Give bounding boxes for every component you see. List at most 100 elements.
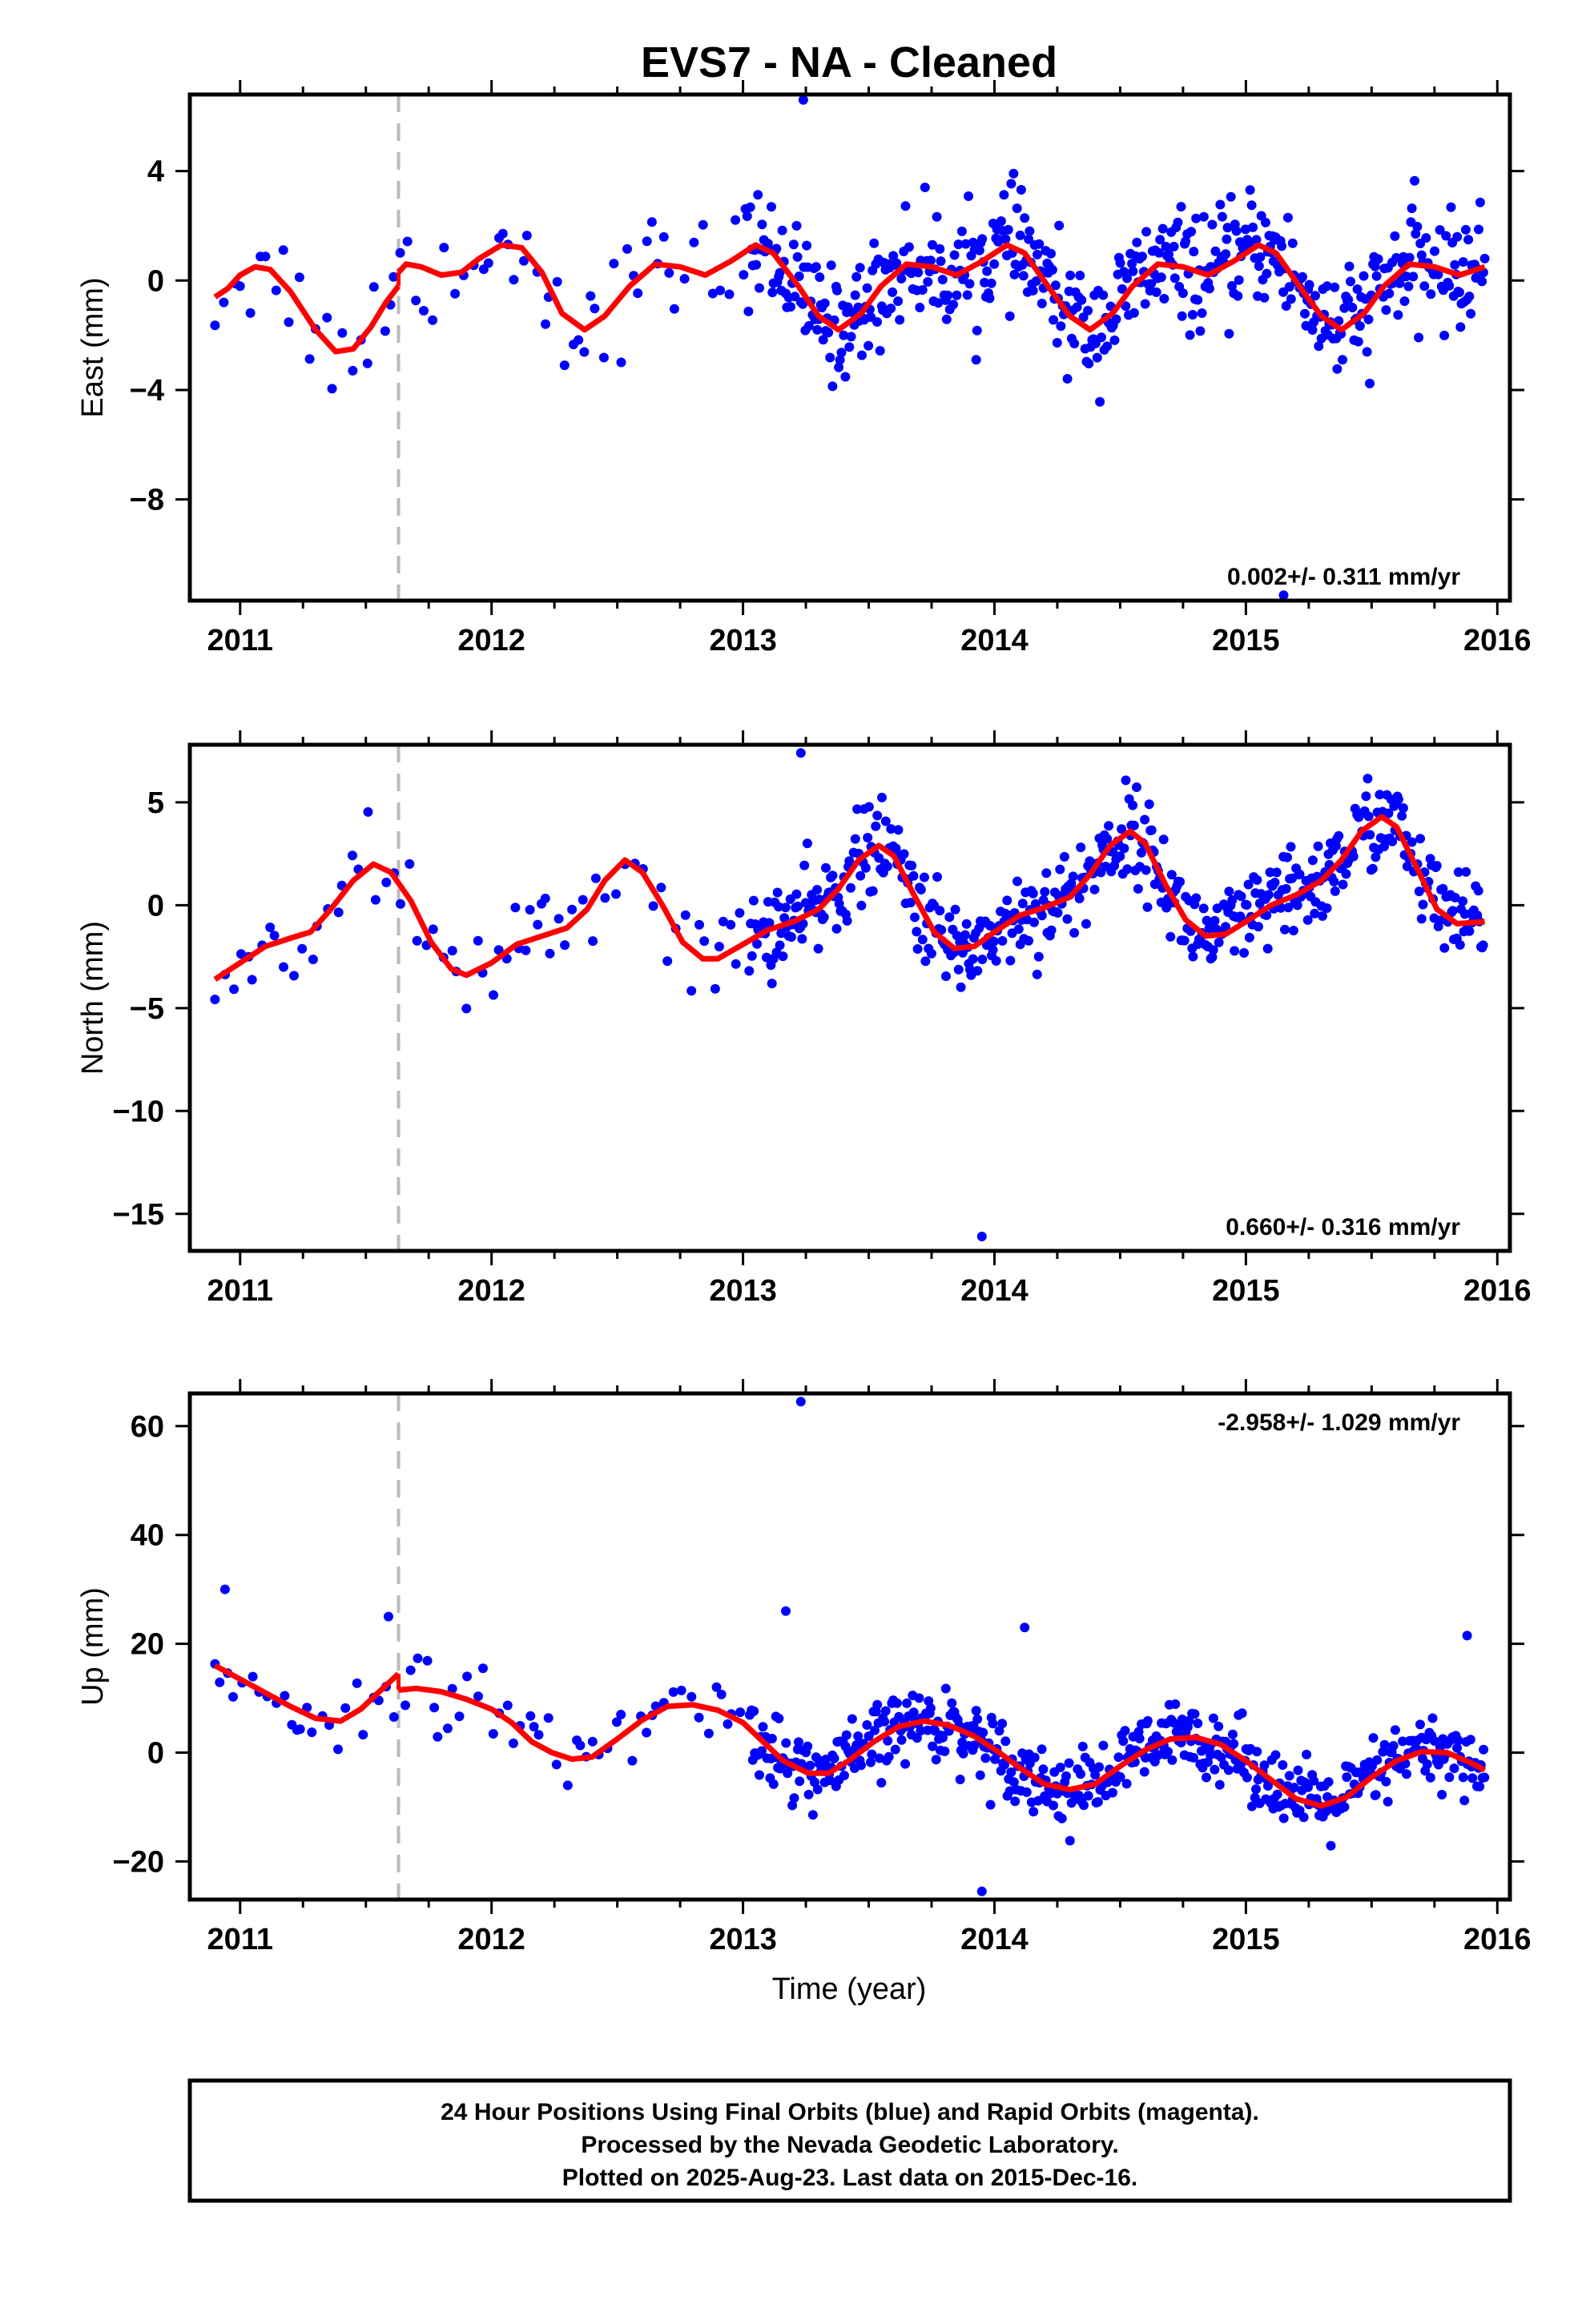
east-point [294, 272, 304, 283]
east-point [794, 271, 804, 281]
east-point [1069, 339, 1080, 348]
up-point [872, 1699, 883, 1710]
north-point [1040, 887, 1050, 897]
north-point [1227, 895, 1238, 905]
east-point [1032, 249, 1042, 259]
up-point [1263, 1781, 1273, 1791]
east-point [1412, 222, 1423, 231]
north-point [1318, 911, 1327, 921]
east-point [1322, 281, 1332, 292]
up-point [1278, 1760, 1288, 1770]
north-point [1128, 800, 1138, 810]
east-point [1115, 258, 1125, 268]
east-point [1161, 241, 1171, 251]
north-point [1464, 926, 1475, 936]
up-x-tick-label: 2016 [1463, 1923, 1532, 1956]
north-point [710, 983, 720, 994]
east-point [1373, 254, 1383, 264]
north-point [1089, 884, 1100, 895]
east-y-tick-label: 0 [147, 264, 164, 298]
east-point [757, 219, 767, 230]
up-point [969, 1740, 980, 1751]
east-point [1255, 252, 1266, 262]
east-point [1191, 213, 1202, 223]
north-point [540, 893, 550, 903]
north-x-tick-label: 2015 [1212, 1274, 1280, 1308]
east-point [1426, 289, 1436, 300]
north-point [1037, 911, 1047, 921]
north-point [799, 860, 810, 870]
east-point [1140, 299, 1150, 309]
north-point [1330, 886, 1340, 896]
east-point [1098, 290, 1109, 300]
north-point [297, 943, 308, 954]
east-point [1355, 321, 1365, 332]
east-point [932, 211, 942, 222]
east-point [1109, 335, 1120, 345]
east-point [900, 201, 911, 211]
east-point [1137, 251, 1147, 262]
north-point [944, 912, 955, 923]
east-point [1204, 283, 1214, 294]
east-point [698, 219, 708, 230]
east-point [745, 202, 755, 212]
north-point [1387, 836, 1398, 846]
east-point [928, 239, 937, 250]
east-point [1000, 234, 1011, 244]
north-point [600, 893, 610, 903]
east-point [846, 332, 856, 342]
up-point [454, 1711, 465, 1722]
north-point [1104, 821, 1114, 831]
up-point [807, 1810, 818, 1820]
up-point [358, 1730, 368, 1740]
east-point [1450, 259, 1460, 270]
north-point [1458, 896, 1468, 907]
north-point [405, 858, 415, 869]
east-point [904, 242, 914, 252]
up-point [1079, 1800, 1089, 1811]
up-point [525, 1711, 536, 1721]
north-point [1221, 922, 1230, 932]
east-point [788, 239, 799, 250]
east-point [1215, 199, 1226, 210]
up-point [388, 1712, 399, 1722]
north-point [1069, 927, 1080, 938]
north-x-tick-label: 2012 [457, 1274, 525, 1308]
north-point [1473, 886, 1483, 896]
up-point [1278, 1813, 1289, 1823]
east-point [743, 306, 754, 316]
north-point [545, 948, 555, 959]
east-point [941, 314, 952, 324]
up-point [478, 1663, 488, 1674]
east-point [260, 251, 271, 262]
east-point [755, 283, 764, 293]
north-point [860, 862, 871, 873]
north-point [1005, 955, 1016, 966]
up-point [502, 1700, 513, 1711]
east-point [1097, 332, 1106, 343]
up-point [863, 1731, 874, 1741]
up-point [1453, 1735, 1463, 1746]
up-point [1323, 1777, 1334, 1787]
footer-line-2: Processed by the Nevada Geodetic Laborat… [581, 2132, 1118, 2158]
east-point [1031, 276, 1041, 286]
east-point [1410, 175, 1419, 186]
up-point [1037, 1744, 1047, 1755]
north-point [1133, 883, 1143, 894]
north-point [1191, 893, 1202, 903]
east-point [1185, 330, 1195, 340]
north-point [926, 948, 936, 959]
east-point [1287, 238, 1298, 248]
up-y-tick-label: 60 [131, 1410, 164, 1444]
north-point [821, 862, 831, 873]
up-point [228, 1691, 238, 1702]
up-point [839, 1771, 849, 1780]
up-point [1202, 1772, 1211, 1783]
up-y-tick-label: 40 [131, 1519, 164, 1553]
east-point [689, 237, 699, 247]
east-point [1012, 203, 1022, 214]
north-point [827, 870, 838, 881]
east-point [1439, 330, 1450, 340]
up-point [1449, 1763, 1459, 1774]
east-point [1072, 302, 1082, 312]
